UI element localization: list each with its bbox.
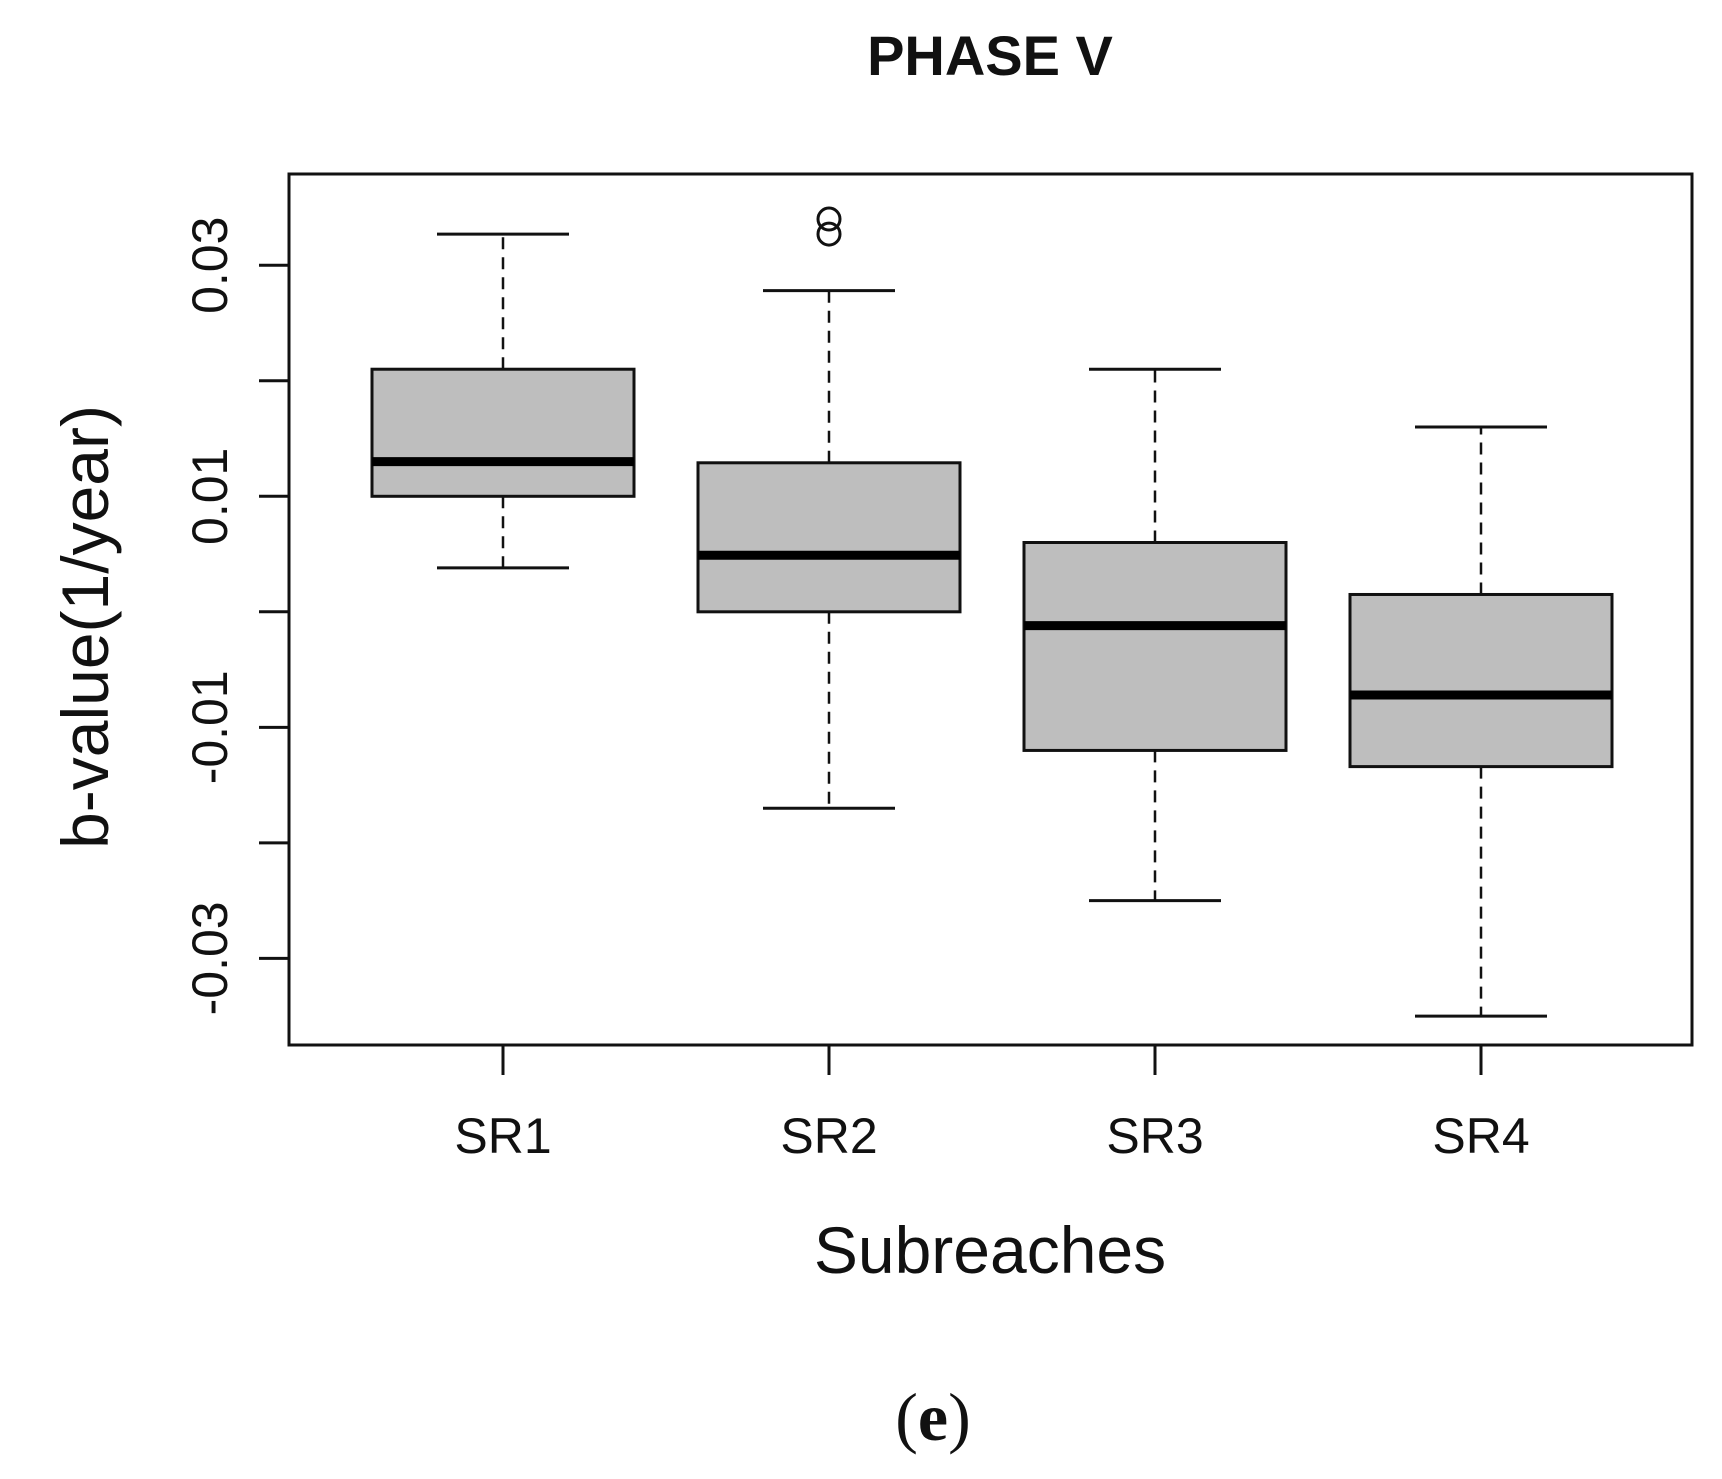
x-tick-label: SR3 bbox=[1106, 1108, 1203, 1164]
y-tick-label: -0.01 bbox=[182, 670, 238, 784]
y-tick-label: 0.03 bbox=[182, 217, 238, 314]
box-sr3 bbox=[1022, 541, 1288, 752]
y-axis-label: b-value(1/year) bbox=[48, 405, 122, 849]
outlier-point bbox=[816, 206, 842, 232]
y-tick-label: 0.01 bbox=[182, 448, 238, 545]
outlier-point bbox=[816, 221, 842, 247]
panel-label-close: ) bbox=[948, 1379, 971, 1455]
chart-title: PHASE V bbox=[867, 24, 1113, 87]
x-tick-label: SR1 bbox=[454, 1108, 551, 1164]
panel-label: (e) bbox=[895, 1379, 971, 1455]
box-sr1 bbox=[370, 367, 636, 498]
box-sr2 bbox=[696, 461, 962, 614]
x-tick-label: SR4 bbox=[1432, 1108, 1529, 1164]
panel-label-open: ( bbox=[895, 1379, 918, 1455]
plot-area: -0.03 -0.01 0.01 0.03 SR1 SR2 SR3 SR4 bbox=[182, 172, 1694, 1164]
panel-label-letter: e bbox=[918, 1379, 948, 1455]
x-tick-label: SR2 bbox=[780, 1108, 877, 1164]
y-tick-label: -0.03 bbox=[182, 901, 238, 1015]
box-sr4 bbox=[1348, 592, 1614, 769]
x-axis-label: Subreaches bbox=[814, 1213, 1166, 1287]
plot-frame bbox=[287, 172, 1694, 1047]
